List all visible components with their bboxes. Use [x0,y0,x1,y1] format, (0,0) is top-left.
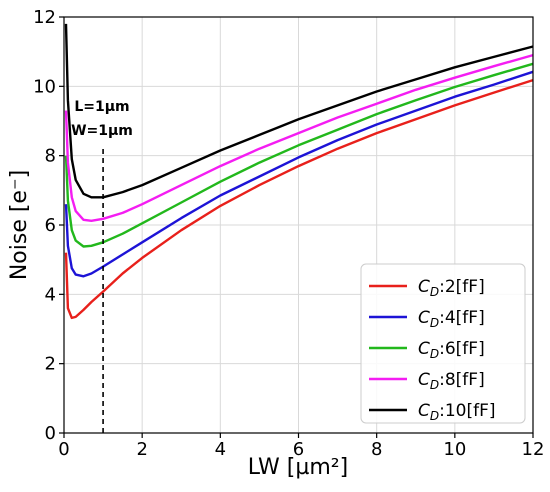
legend-label-3: CD:6[fF] [418,339,485,361]
annotation-line-2: W=1µm [71,123,133,139]
legend-box [360,263,526,424]
legend-label-2: CD:4[fF] [418,308,485,330]
x-tick-label: 8 [371,439,382,460]
series-line-3 [64,62,534,248]
annotation-line-1: L=1µm [74,99,129,115]
x-tick-label: 4 [215,439,226,460]
x-axis-label: LW [µm²] [248,455,348,480]
series-line-1 [64,78,534,320]
series-lines [64,23,534,320]
axis-ticks: 0 2 4 6 8 10 12 0 2 4 6 8 10 12 [33,7,544,460]
y-axis-label: Noise [e⁻] [7,170,32,280]
x-tick-label: 0 [58,439,69,460]
y-tick-label: 0 [45,423,56,444]
legend-label-1: CD:2[fF] [418,277,485,299]
y-tick-label: 6 [45,215,56,236]
y-tick-label: 12 [33,7,56,28]
x-tick-label: 2 [136,439,147,460]
legend-label-5: CD:10[fF] [418,401,496,423]
x-tick-label: 6 [293,439,304,460]
series-line-5 [64,23,534,199]
x-tick-label: 12 [522,439,545,460]
y-tick-label: 10 [33,76,56,97]
y-tick-label: 2 [45,354,56,375]
y-tick-label: 4 [45,284,56,305]
x-tick-label: 10 [443,439,466,460]
legend: CD:2[fF] CD:4[fF] CD:6[fF] CD:8[fF] CD:10[fF… [360,263,526,424]
legend-label-4: CD:8[fF] [418,370,485,392]
series-line-2 [64,70,534,278]
series-line-4 [64,53,534,222]
y-tick-label: 8 [45,146,56,167]
